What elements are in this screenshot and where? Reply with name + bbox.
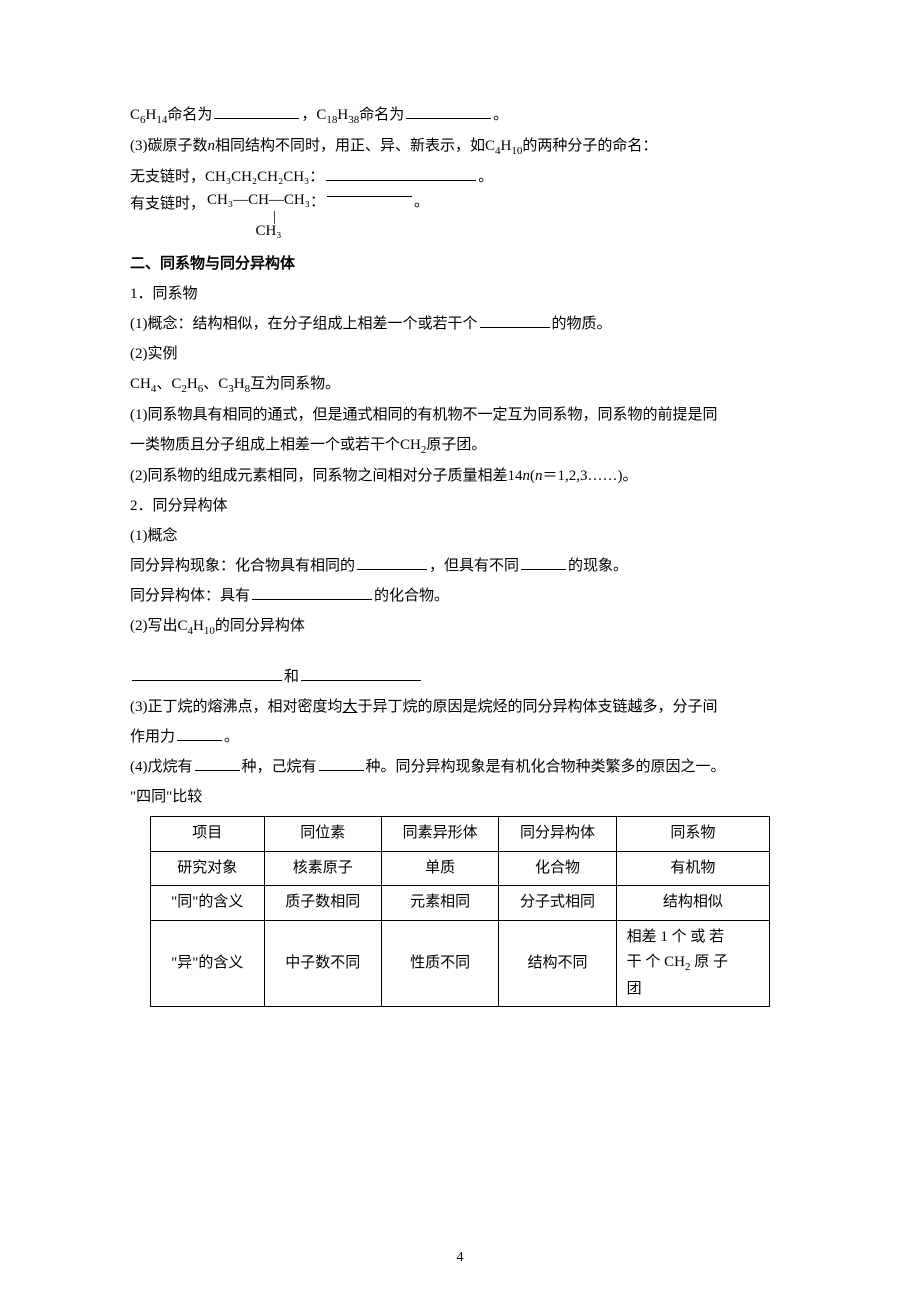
cell: 化合物 — [499, 851, 616, 886]
blank — [480, 327, 550, 328]
cell: 项目 — [150, 817, 264, 852]
page-number: 4 — [0, 1244, 920, 1272]
cell: 分子式相同 — [499, 886, 616, 921]
sitong-title: "四同"比较 — [130, 782, 790, 812]
heading-section2: 二、同系物与同分异构体 — [130, 249, 790, 279]
line-no-branch: 无支链时，CH₃CH₂CH₂CH₃：。 — [130, 162, 790, 192]
sub1-concept: (1)概念：结构相似，在分子组成上相差一个或若干个的物质。 — [130, 309, 790, 339]
cell: 单质 — [381, 851, 498, 886]
line-with-branch: 有支链时， CH₃—CH—CH₃ | CH₃ ：。 — [130, 192, 790, 239]
blank — [195, 770, 240, 771]
blank — [406, 118, 491, 119]
blank — [326, 180, 476, 181]
note2: (2)同系物的组成元素相同，同系物之间相对分子质量相差14n(n＝1,2,3……… — [130, 461, 790, 491]
sub2-3b: 作用力。 — [130, 722, 790, 752]
sub2-3a: (3)正丁烷的熔沸点，相对密度均大于异丁烷的原因是烷烃的同分异构体支链越多，分子… — [130, 692, 790, 722]
sub2-4: (4)戊烷有种，己烷有种。同分异构现象是有机化合物种类繁多的原因之一。 — [130, 752, 790, 782]
blank — [521, 569, 566, 570]
cell: 结构不同 — [499, 920, 616, 1007]
line-c6h14: C6H14命名为，C18H38命名为。 — [130, 100, 790, 131]
cell: 同分异构体 — [499, 817, 616, 852]
blank — [357, 569, 427, 570]
blank — [177, 740, 222, 741]
table-row: "同"的含义 质子数相同 元素相同 分子式相同 结构相似 — [150, 886, 769, 921]
sub2-write: (2)写出C4H10的同分异构体 — [130, 611, 790, 642]
branched-formula: CH₃—CH—CH₃ | CH₃ — [207, 192, 310, 239]
cell: "异"的含义 — [150, 920, 264, 1007]
table-row: 项目 同位素 同素异形体 同分异构体 同系物 — [150, 817, 769, 852]
sub2-blanks: 和 — [130, 662, 790, 692]
sub2-concept-title: (1)概念 — [130, 521, 790, 551]
cell: 核素原子 — [264, 851, 381, 886]
note1-line2: 一类物质且分子组成上相差一个或若干个CH2原子团。 — [130, 430, 790, 461]
cell: 同素异形体 — [381, 817, 498, 852]
blank — [214, 118, 299, 119]
cell: 相差 1 个 或 若 干 个 CH2 原 子 团 — [616, 920, 770, 1007]
sub2-isomer: 同分异构体：具有的化合物。 — [130, 581, 790, 611]
cell: 结构相似 — [616, 886, 770, 921]
cell: 元素相同 — [381, 886, 498, 921]
cell: 中子数不同 — [264, 920, 381, 1007]
sub1-example-title: (2)实例 — [130, 339, 790, 369]
table-row: 研究对象 核素原子 单质 化合物 有机物 — [150, 851, 769, 886]
cell: 有机物 — [616, 851, 770, 886]
sub2-isomerism: 同分异构现象：化合物具有相同的，但具有不同的现象。 — [130, 551, 790, 581]
cell: 研究对象 — [150, 851, 264, 886]
blank — [252, 599, 372, 600]
blank — [319, 770, 364, 771]
cell: 质子数相同 — [264, 886, 381, 921]
cell: 性质不同 — [381, 920, 498, 1007]
blank — [301, 680, 421, 681]
blank — [327, 196, 412, 197]
line-item3: (3)碳原子数n相同结构不同时，用正、异、新表示，如C4H10的两种分子的命名： — [130, 131, 790, 162]
cell: "同"的含义 — [150, 886, 264, 921]
blank — [132, 680, 282, 681]
table-row: "异"的含义 中子数不同 性质不同 结构不同 相差 1 个 或 若 干 个 CH… — [150, 920, 769, 1007]
sub1-example-body: CH4、C2H6、C3H8互为同系物。 — [130, 369, 790, 400]
cell: 同位素 — [264, 817, 381, 852]
cell: 同系物 — [616, 817, 770, 852]
sub1-title: 1．同系物 — [130, 279, 790, 309]
comparison-table: 项目 同位素 同素异形体 同分异构体 同系物 研究对象 核素原子 单质 化合物 … — [150, 816, 770, 1007]
note1-line1: (1)同系物具有相同的通式，但是通式相同的有机物不一定互为同系物，同系物的前提是… — [130, 400, 790, 430]
sub2-title: 2．同分异构体 — [130, 491, 790, 521]
